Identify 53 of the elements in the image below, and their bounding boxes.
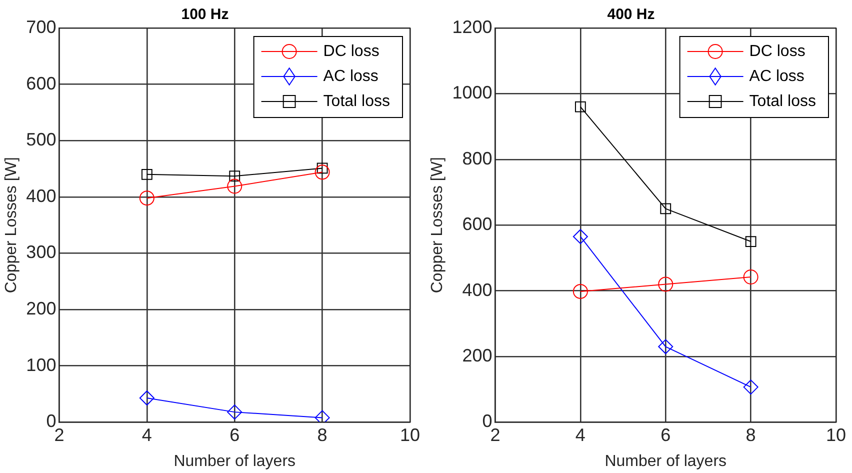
- point: [572, 284, 588, 299]
- point: [658, 339, 674, 354]
- y-axis-title: Copper Losses [W]: [3, 157, 20, 294]
- point: [574, 101, 586, 112]
- y-tick-label: 300: [26, 242, 56, 262]
- x-tick-label: 8: [746, 424, 756, 445]
- point: [572, 229, 588, 244]
- legend-label: Total loss: [749, 92, 816, 110]
- y-tick-label: 700: [26, 16, 56, 37]
- y-tick-label: 200: [462, 345, 492, 366]
- y-tick-label: 0: [482, 411, 492, 432]
- x-tick-label: 4: [575, 424, 586, 445]
- point: [743, 270, 758, 285]
- y-tick-label: 400: [462, 280, 492, 300]
- x-tick-label: 6: [660, 424, 671, 445]
- point: [141, 168, 152, 180]
- y-tick-label: 1200: [452, 16, 492, 37]
- point: [227, 404, 242, 420]
- point: [139, 190, 154, 206]
- point: [229, 170, 240, 182]
- x-axis-title: Number of layers: [604, 452, 727, 470]
- y-tick-label: 500: [26, 130, 56, 150]
- point: [658, 276, 674, 292]
- legend-label: DC loss: [749, 42, 806, 60]
- y-tick-label: 100: [26, 354, 56, 375]
- x-tick-label: 2: [54, 424, 64, 445]
- y-tick-label: 800: [462, 148, 492, 168]
- legend-label: AC loss: [323, 68, 378, 85]
- x-tick-label: 10: [400, 424, 420, 445]
- x-tick-label: 2: [490, 424, 500, 445]
- y-tick-label: 600: [462, 214, 492, 234]
- x-axis-title: Number of layers: [174, 452, 296, 470]
- chart-title: 400 Hz: [607, 6, 655, 24]
- y-tick-label: 200: [26, 298, 56, 319]
- legend-label: AC loss: [749, 68, 804, 85]
- point: [139, 390, 154, 406]
- x-tick-label: 6: [230, 424, 240, 445]
- legend-label: Total loss: [323, 92, 390, 110]
- y-tick-label: 400: [26, 186, 56, 206]
- point: [660, 203, 672, 214]
- point: [227, 178, 242, 194]
- y-tick-label: 600: [26, 73, 56, 94]
- x-tick-label: 8: [317, 424, 328, 445]
- legend-label: DC loss: [323, 42, 380, 60]
- y-tick-label: 1000: [452, 82, 492, 103]
- y-tick-label: 0: [46, 411, 56, 432]
- point: [745, 236, 756, 247]
- x-tick-label: 10: [826, 424, 846, 445]
- y-axis-title: Copper Losses [W]: [429, 157, 446, 294]
- point: [743, 380, 758, 395]
- chart-title: 100 Hz: [181, 6, 229, 24]
- point: [314, 164, 330, 180]
- x-tick-label: 4: [142, 424, 152, 445]
